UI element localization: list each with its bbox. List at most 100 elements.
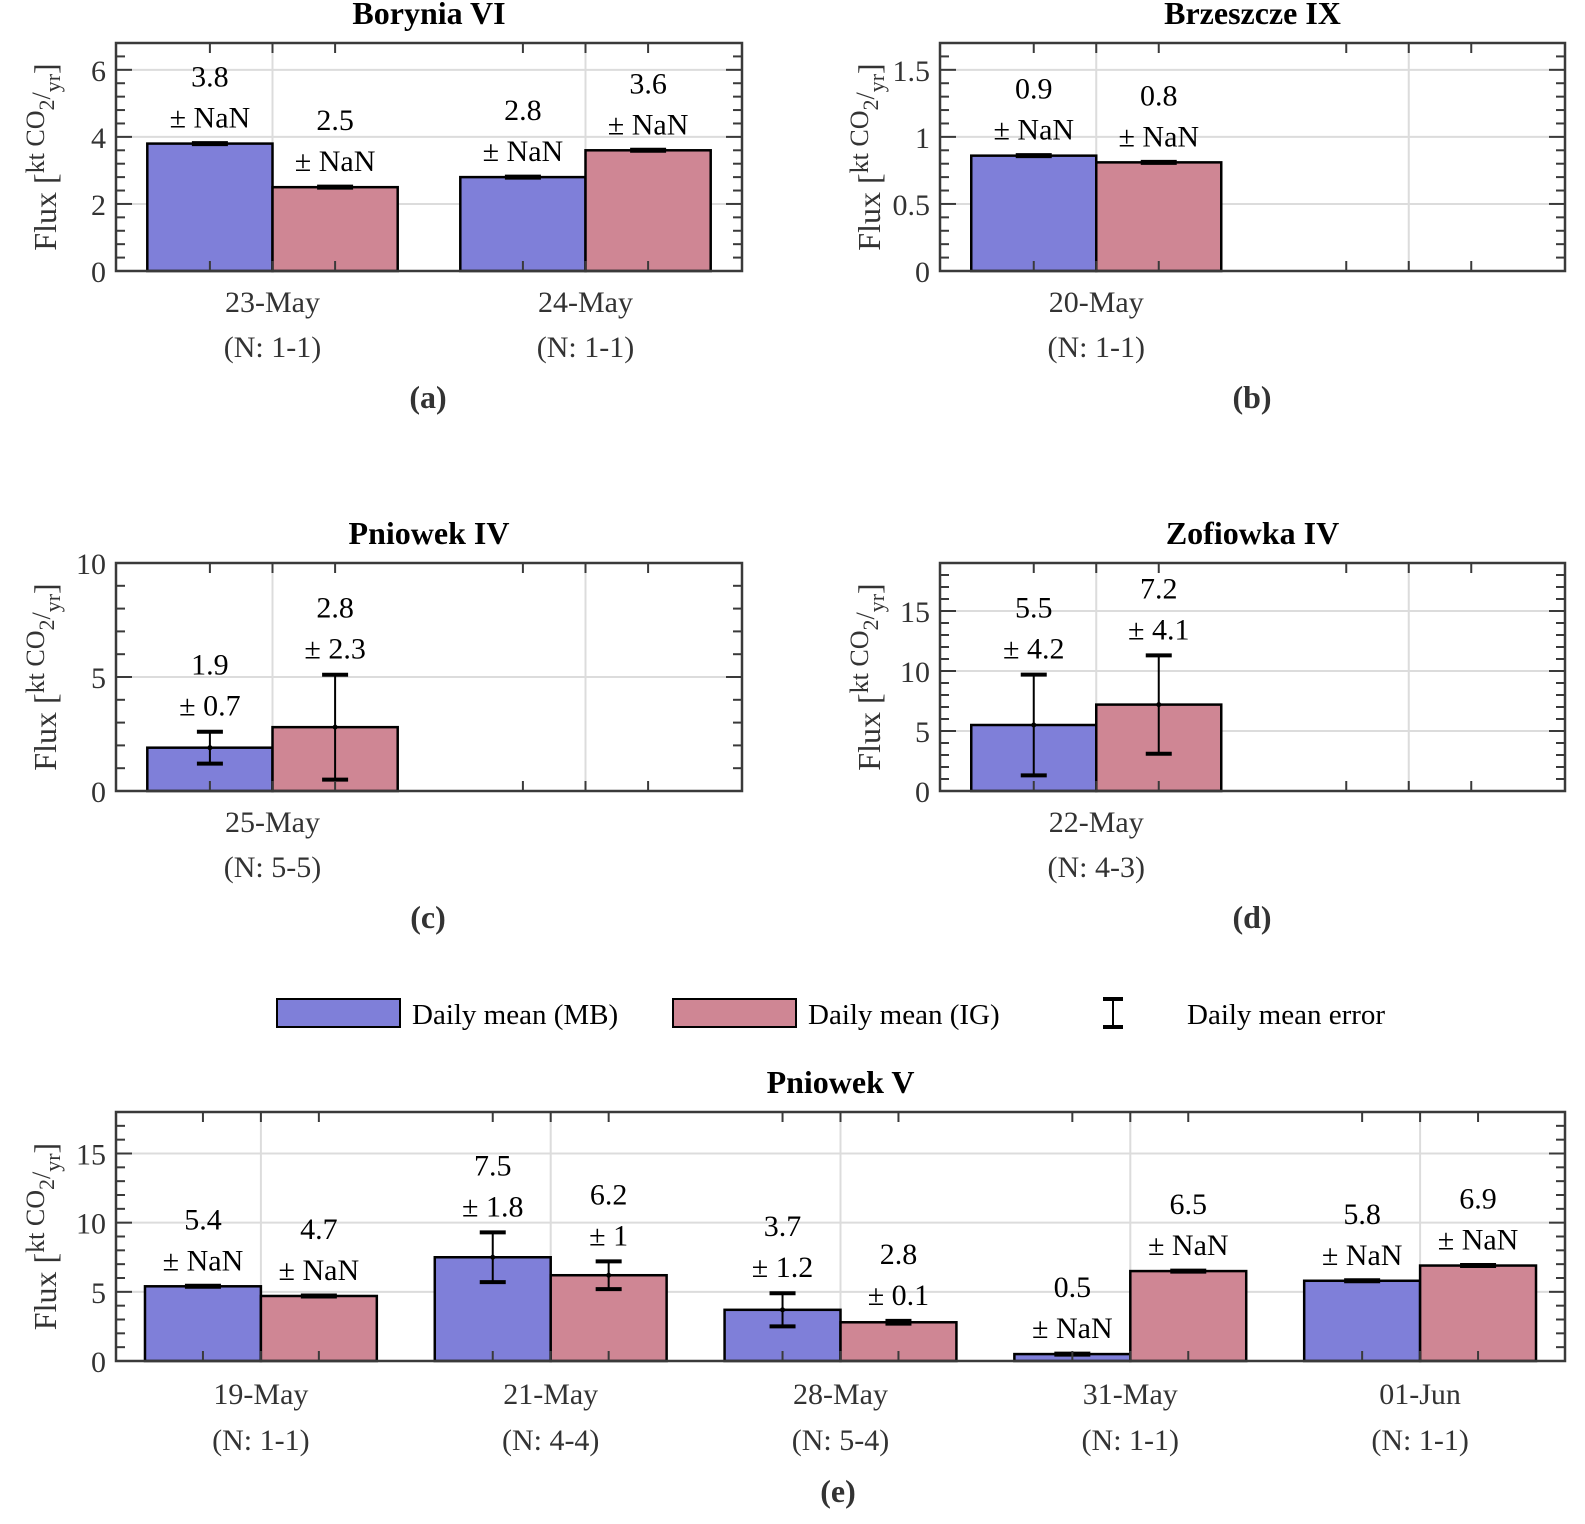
y-axis-label: Flux [kt CO2/yr] bbox=[21, 63, 65, 250]
y-tick-label: 15 bbox=[76, 1139, 106, 1172]
data-label-value: 2.8 bbox=[880, 1238, 918, 1271]
y-axis-label-part: kt CO bbox=[21, 1190, 50, 1253]
y-axis-label-part: ] bbox=[27, 63, 63, 74]
data-label-error: ± 4.2 bbox=[1003, 633, 1064, 666]
panel-label: (b) bbox=[1232, 379, 1271, 415]
y-tick-label: 0 bbox=[91, 256, 106, 289]
y-axis-label: Flux [kt CO2/yr] bbox=[845, 583, 889, 770]
chart-title: Pniowek IV bbox=[349, 515, 510, 551]
y-tick-label: 4 bbox=[91, 122, 106, 155]
y-axis-label-part: 2 bbox=[34, 1179, 59, 1190]
y-axis-label: Flux [kt CO2/yr] bbox=[21, 583, 65, 770]
chart-title: Pniowek V bbox=[767, 1064, 915, 1100]
y-axis-label-part: Flux [ bbox=[27, 693, 63, 770]
x-tick-label: 22-May bbox=[1049, 806, 1144, 839]
y-tick-label: 0 bbox=[91, 1346, 106, 1379]
y-tick-label: 5 bbox=[91, 662, 106, 695]
panel-label: (e) bbox=[820, 1473, 856, 1509]
errorbar-icon bbox=[1103, 997, 1123, 1029]
x-tick-label: 25-May bbox=[225, 806, 320, 839]
error-bar-center bbox=[895, 1319, 901, 1325]
bar-mb bbox=[143, 1285, 263, 1363]
data-label-error: ± 1.8 bbox=[462, 1190, 523, 1223]
data-label-value: 6.5 bbox=[1170, 1188, 1208, 1221]
legend-swatch-ig bbox=[672, 998, 797, 1028]
data-label-value: 2.5 bbox=[316, 104, 354, 137]
y-axis-label-part: 2 bbox=[858, 620, 883, 631]
y-tick-label: 6 bbox=[91, 55, 106, 88]
error-bar bbox=[595, 1259, 622, 1292]
error-bar bbox=[196, 729, 223, 766]
y-axis-label-part: / bbox=[27, 92, 56, 100]
y-tick-label: 1 bbox=[915, 122, 930, 155]
x-tick-label: 28-May bbox=[793, 1378, 888, 1411]
data-label-error: ± 1.2 bbox=[752, 1251, 813, 1284]
x-tick-label: 19-May bbox=[213, 1378, 308, 1411]
legend: Daily mean (MB) Daily mean (IG) Daily me… bbox=[276, 997, 1385, 1031]
data-label-error: ± NaN bbox=[295, 145, 376, 178]
x-tick-label: 20-May bbox=[1049, 286, 1144, 319]
error-bar-center bbox=[332, 724, 338, 730]
error-bar bbox=[885, 1318, 912, 1326]
bar-ig bbox=[1095, 161, 1223, 273]
y-tick-label: 0 bbox=[915, 776, 930, 809]
data-label-error: ± 0.7 bbox=[179, 690, 240, 723]
y-axis-label-part: yr bbox=[40, 593, 65, 612]
y-axis-label-part: ] bbox=[27, 583, 63, 594]
error-bar-center bbox=[207, 745, 213, 751]
data-label-error: ± 1 bbox=[589, 1219, 628, 1252]
legend-label-mb: Daily mean (MB) bbox=[412, 999, 618, 1031]
data-label-value: 2.8 bbox=[316, 592, 354, 625]
data-label-error: ± NaN bbox=[608, 108, 689, 141]
panel-e: ± NaN 5.4 ± NaN 4.7 19-May (N: 1-1) ± 1.8 7.5 ± … bbox=[21, 1064, 1567, 1509]
x-count-label: (N: 4-3) bbox=[1048, 851, 1145, 884]
data-label-value: 0.9 bbox=[1015, 73, 1053, 106]
bar-mb bbox=[970, 154, 1098, 273]
x-tick-label: 01-Jun bbox=[1379, 1378, 1461, 1411]
y-axis-label-part: / bbox=[27, 612, 56, 620]
error-bar-center bbox=[490, 1254, 496, 1260]
y-axis-label-part: 2 bbox=[858, 100, 883, 111]
x-count-label: (N: 1-1) bbox=[1048, 331, 1145, 364]
bar-ig bbox=[1129, 1269, 1248, 1363]
chart-title: Borynia VI bbox=[352, 0, 505, 31]
y-tick-label: 2 bbox=[91, 189, 106, 222]
data-label-error: ± 0.1 bbox=[868, 1279, 929, 1312]
chart-title: Brzeszcze IX bbox=[1164, 0, 1341, 31]
x-count-label: (N: 1-1) bbox=[224, 331, 321, 364]
x-count-label: (N: 1-1) bbox=[1371, 1424, 1468, 1457]
y-axis-label-part: ] bbox=[851, 583, 887, 594]
legend-swatch-mb bbox=[276, 998, 401, 1028]
x-count-label: (N: 1-1) bbox=[537, 331, 634, 364]
y-tick-label: 5 bbox=[915, 716, 930, 749]
data-label-error: ± 2.3 bbox=[304, 633, 365, 666]
y-axis-label-part: 2 bbox=[34, 620, 59, 631]
error-bar bbox=[1145, 653, 1172, 756]
data-label-error: ± NaN bbox=[1322, 1239, 1403, 1272]
y-axis-label-part: kt CO bbox=[845, 631, 874, 694]
panel-label: (a) bbox=[409, 379, 446, 415]
x-count-label: (N: 1-1) bbox=[212, 1424, 309, 1457]
x-count-label: (N: 4-4) bbox=[502, 1424, 599, 1457]
y-tick-label: 10 bbox=[900, 656, 930, 689]
data-label-value: 3.8 bbox=[191, 61, 229, 94]
y-axis-label-part: / bbox=[851, 92, 880, 100]
data-label-value: 5.5 bbox=[1015, 592, 1053, 625]
x-tick-label: 23-May bbox=[225, 286, 320, 319]
error-bar bbox=[322, 672, 349, 782]
data-label-value: 0.8 bbox=[1140, 79, 1178, 112]
y-tick-label: 15 bbox=[900, 596, 930, 629]
data-label-value: 7.5 bbox=[474, 1149, 512, 1182]
data-label-value: 6.2 bbox=[590, 1178, 628, 1211]
y-axis-label-part: ] bbox=[27, 1143, 63, 1154]
data-label-value: 4.7 bbox=[300, 1213, 338, 1246]
axes-box bbox=[938, 561, 1567, 793]
y-axis-label-part: yr bbox=[40, 73, 65, 92]
x-tick-label: 24-May bbox=[538, 286, 633, 319]
data-label-value: 6.9 bbox=[1459, 1183, 1497, 1216]
y-axis-label-part: Flux [ bbox=[27, 1253, 63, 1330]
data-label-value: 7.2 bbox=[1140, 572, 1178, 605]
error-bar-center bbox=[606, 1272, 612, 1278]
data-label-value: 0.5 bbox=[1054, 1271, 1092, 1304]
y-axis-label-part: / bbox=[27, 1171, 56, 1179]
